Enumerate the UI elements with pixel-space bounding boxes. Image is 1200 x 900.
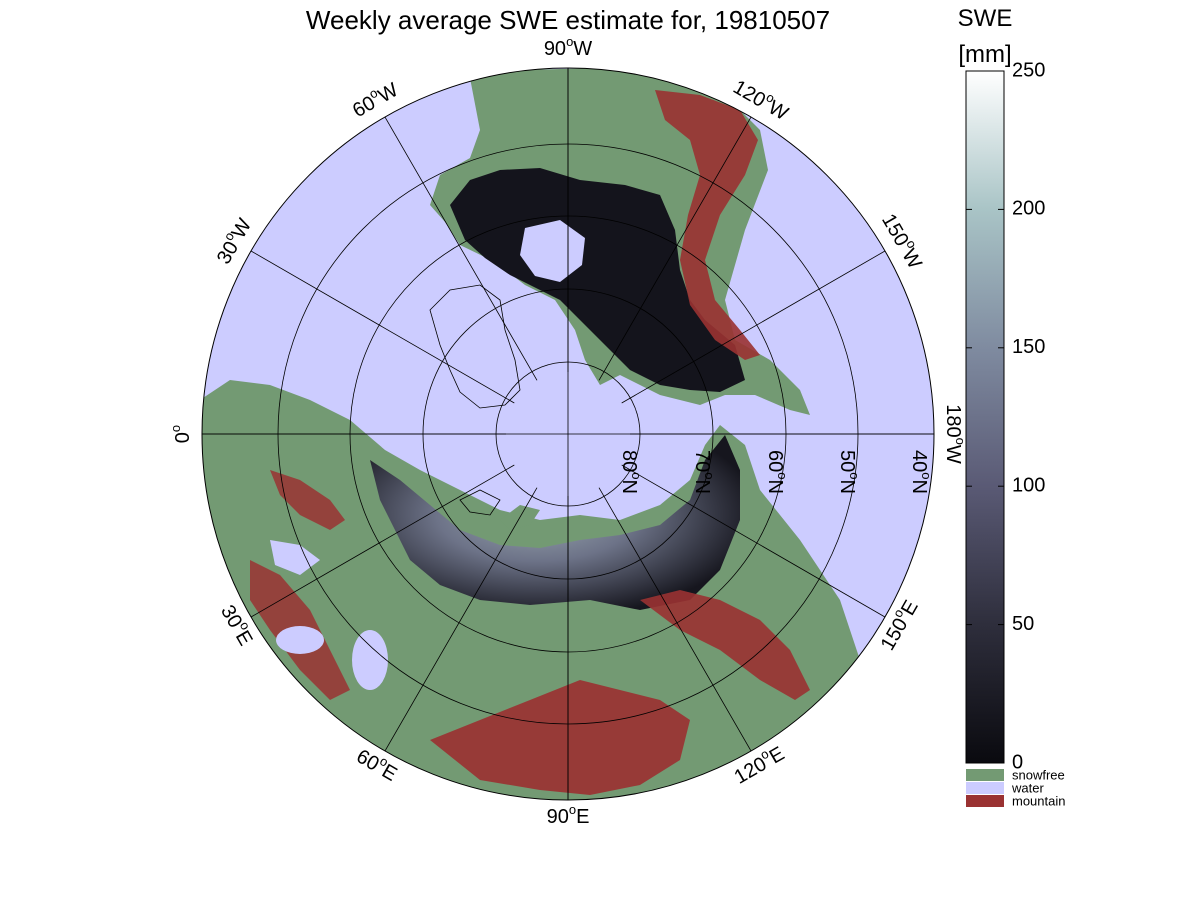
meridian-line: [384, 116, 538, 381]
legend-label-water: water: [1011, 780, 1044, 795]
land-layer: [202, 68, 860, 800]
latitude-label: 80oN: [618, 450, 644, 494]
colorbar-gradient: [965, 70, 1005, 764]
eurasia-mountains-east: [640, 590, 810, 700]
map-title: Weekly average SWE estimate for, 1981050…: [306, 5, 830, 35]
legend-label-snowfree: snowfree: [1012, 767, 1065, 782]
scandinavia-mountains: [270, 470, 345, 530]
legend-swatch-snowfree: [966, 769, 1004, 781]
latitude-label: 40oN: [908, 450, 934, 494]
swe-colorbar: SWE [mm] 0 50 100 150 200 250 snowfreewatermo…: [958, 5, 1066, 808]
colorbar-tick-label: 0: [1012, 751, 1023, 773]
longitude-label: 0o: [168, 425, 194, 443]
north-america-mountains: [655, 90, 760, 360]
graticule: [202, 68, 934, 800]
greenland: [429, 284, 521, 409]
baltic-sea: [270, 540, 320, 575]
legend-swatch-mountain: [966, 795, 1004, 807]
meridian-line: [621, 464, 886, 618]
colorbar-title-swe: SWE: [958, 5, 1013, 32]
longitude-label: 180oW: [942, 404, 968, 464]
meridian-line: [250, 464, 515, 618]
black-sea: [276, 626, 324, 654]
map-border: [201, 67, 935, 801]
colorbar-tick-label: 150: [1012, 336, 1045, 358]
eurasia-snowcover: [370, 435, 740, 610]
latitude-labels: 80oN 70oN 60oN 50oN 40oN: [618, 450, 934, 494]
colorbar-title-unit: [mm]: [958, 41, 1011, 68]
north-america-snowcover: [450, 168, 745, 392]
legend-swatch-water: [966, 782, 1004, 794]
colorbar-tick-label: 250: [1012, 59, 1045, 81]
colorbar-tick-label: 200: [1012, 198, 1045, 220]
meridian-line: [621, 250, 886, 404]
colorbar-ticks: 0 50 100 150 200 250: [966, 59, 1045, 773]
colorbar-tick-label: 50: [1012, 613, 1034, 635]
legend-label-mountain: mountain: [1012, 793, 1065, 808]
latitude-label: 70oN: [691, 450, 717, 494]
meridian-line: [598, 487, 752, 752]
longitude-label: 90oW: [544, 34, 592, 60]
svalbard-outline: [459, 489, 501, 516]
meridian-line: [384, 487, 538, 752]
eurasia-mountains-tibet: [430, 680, 690, 795]
latitude-label: 60oN: [764, 450, 790, 494]
longitude-label: 90oE: [547, 802, 590, 828]
polar-map: 90oW120oW150oW180oW150oE120oE90oE60oE30o…: [168, 34, 968, 828]
meridian-line: [598, 116, 752, 381]
caspian-sea: [352, 630, 388, 690]
latitude-label: 50oN: [836, 450, 862, 494]
meridian-line: [250, 250, 515, 404]
hudson-bay: [520, 220, 585, 282]
colorbar-tick-label: 100: [1012, 474, 1045, 496]
